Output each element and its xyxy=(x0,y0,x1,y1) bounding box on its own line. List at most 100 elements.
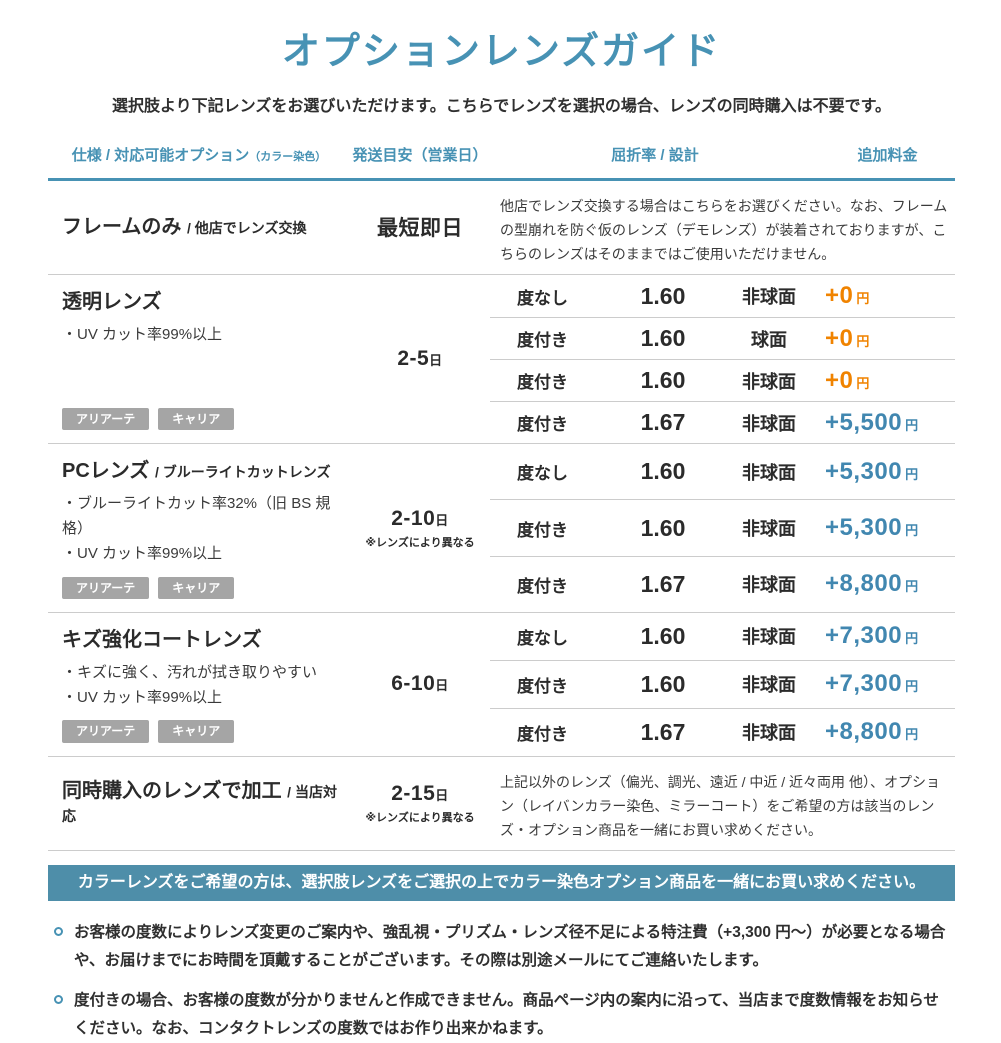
note-bullet-icon xyxy=(54,926,63,936)
shipping-time: 最短即日 xyxy=(377,217,463,241)
lens-variant-row: 度なし 1.60 非球面 +5,300 円 xyxy=(490,444,955,499)
refraction-index: 1.60 xyxy=(640,670,686,697)
lens-feature-list: ・UV カット率99%以上 xyxy=(62,322,344,347)
table-body: フレームのみ / 他店でレンズ交換 最短即日 他店でレンズ交換する場合はこちらをお選… xyxy=(48,181,955,851)
lens-name: PCレンズ / ブルーライトカットレンズ xyxy=(62,460,331,483)
additional-price: +5,300 円 xyxy=(825,514,919,541)
lens-feature-list: ・キズに強く、汚れが拭き取りやすい ・UV カット率99%以上 xyxy=(62,660,344,710)
lens-spec-cell: 透明レンズ・UV カット率99%以上アリアーテ キャリア xyxy=(48,275,350,443)
lens-spec-cell: PCレンズ / ブルーライトカットレンズ・ブルーライトカット率32%（旧 BS … xyxy=(48,444,350,612)
section-description: 他店でレンズ交換する場合はこちらをお選びください。なお、フレームの型崩れを防ぐ仮… xyxy=(500,197,948,262)
price-unit: 円 xyxy=(905,523,919,538)
shipping-note: ※レンズにより異なる xyxy=(365,811,475,824)
lens-badge-list: アリアーテ キャリア xyxy=(62,398,344,431)
power-type: 度付き xyxy=(517,415,568,435)
additional-price: +0 円 xyxy=(825,324,870,352)
lens-design: 非球面 xyxy=(742,627,796,648)
shipping-time: 2-5日 xyxy=(397,347,443,371)
note-bullet-icon xyxy=(54,994,63,1004)
column-header-spec-label: 仕様 / 対応可能オプション xyxy=(71,146,250,164)
shipping-cell: 2-5日 xyxy=(350,275,490,443)
additional-price: +0 円 xyxy=(825,282,870,310)
refraction-index: 1.67 xyxy=(640,718,686,745)
shipping-cell: 2-10日 ※レンズにより異なる xyxy=(350,444,490,612)
power-type: 度付き xyxy=(517,724,568,744)
table-section-row: 同時購入のレンズで加工 / 当店対応 2-15日 ※レンズにより異なる 上記以外のレン… xyxy=(48,757,955,851)
notes-list: お客様の度数によりレンズ変更のご案内や、強乱視・プリズム・レンズ径不足による特注… xyxy=(48,919,955,1043)
note-text: 度付きの場合、お客様の度数が分かりませんと作成できません。商品ページ内の案内に沿… xyxy=(74,991,939,1037)
page-subtitle: 選択肢より下記レンズをお選びいただけます。こちらでレンズを選択の場合、レンズの同… xyxy=(111,97,892,115)
column-header-refraction: 屈折率 / 設計 xyxy=(611,146,699,164)
shipping-cell: 2-15日 ※レンズにより異なる xyxy=(350,757,490,850)
lens-variant-rows: 度なし 1.60 非球面 +0 円度付き 1.60 球面 +0 円度付き 1.60 非球面 +0 円度付… xyxy=(490,275,955,443)
lens-name-suffix: / 他店でレンズ交換 xyxy=(186,220,307,237)
shipping-time: 2-10日 xyxy=(391,506,449,530)
additional-price: +8,800 円 xyxy=(825,570,919,598)
additional-price: +0 円 xyxy=(825,366,870,394)
refraction-index: 1.60 xyxy=(640,514,686,541)
additional-price: +8,800 円 xyxy=(825,718,919,746)
power-type: 度付き xyxy=(517,576,568,596)
column-header-price: 追加料金 xyxy=(857,146,918,164)
lens-color-badge: キャリア xyxy=(158,720,235,743)
lens-name: フレームのみ / 他店でレンズ交換 xyxy=(62,216,307,239)
lens-design: 非球面 xyxy=(742,675,796,696)
power-type: 度付き xyxy=(517,676,568,696)
note-text: お客様の度数によりレンズ変更のご案内や、強乱視・プリズム・レンズ径不足による特注… xyxy=(74,923,946,969)
lens-name-suffix: / ブルーライトカットレンズ xyxy=(154,464,331,481)
lens-name: 同時購入のレンズで加工 / 当店対応 xyxy=(62,780,337,825)
color-lens-banner: カラーレンズをご希望の方は、選択肢レンズをご選択の上でカラー染色オプション商品を… xyxy=(48,864,955,901)
table-section-row: フレームのみ / 他店でレンズ交換 最短即日 他店でレンズ交換する場合はこちらをお選… xyxy=(48,181,955,276)
lens-color-badge: アリアーテ xyxy=(62,720,150,743)
price-unit: 円 xyxy=(856,333,870,349)
refraction-index: 1.60 xyxy=(640,325,686,352)
refraction-index: 1.60 xyxy=(640,282,686,309)
price-unit: 円 xyxy=(905,631,919,647)
lens-design: 非球面 xyxy=(742,519,796,539)
lens-variant-row: 度なし 1.60 非球面 +7,300 円 xyxy=(490,613,955,660)
lens-name-suffix: / 当店対応 xyxy=(62,784,337,825)
lens-design: 非球面 xyxy=(742,371,796,392)
lens-feature-list: ・ブルーライトカット率32%（旧 BS 規格） ・UV カット率99%以上 xyxy=(62,491,344,567)
lens-spec-cell: 同時購入のレンズで加工 / 当店対応 xyxy=(48,757,350,850)
lens-design: 球面 xyxy=(751,329,787,350)
lens-name: キズ強化コートレンズ xyxy=(62,628,262,651)
refraction-index: 1.67 xyxy=(640,570,686,597)
additional-price: +5,500 円 xyxy=(825,408,919,436)
lens-design: 非球面 xyxy=(742,723,796,744)
lens-feature: ・ブルーライトカット率32%（旧 BS 規格） xyxy=(62,495,331,538)
shipping-unit: 日 xyxy=(435,787,449,803)
power-type: 度なし xyxy=(517,464,568,484)
refraction-index: 1.60 xyxy=(640,458,686,485)
price-unit: 円 xyxy=(905,466,919,482)
column-header-spec-sub: （カラー染色） xyxy=(249,150,327,163)
shipping-unit: 日 xyxy=(435,512,449,528)
lens-variant-row: 度なし 1.60 非球面 +0 円 xyxy=(490,275,955,317)
lens-variant-row: 度付き 1.60 非球面 +0 円 xyxy=(490,359,955,401)
shipping-cell: 最短即日 xyxy=(350,181,490,274)
power-type: 度付き xyxy=(517,373,568,393)
lens-badge-list: アリアーテ キャリア xyxy=(62,567,344,599)
lens-variant-row: 度付き 1.67 非球面 +8,800 円 xyxy=(490,555,955,612)
additional-price: +5,300 円 xyxy=(825,457,919,485)
shipping-note: ※レンズにより異なる xyxy=(365,536,475,549)
lens-spec-cell: キズ強化コートレンズ・キズに強く、汚れが拭き取りやすい ・UV カット率99%以上… xyxy=(48,613,350,756)
lens-feature: ・UV カット率99%以上 xyxy=(62,689,223,707)
additional-price: +7,300 円 xyxy=(825,622,919,650)
lens-variant-row: 度付き 1.67 非球面 +5,500 円 xyxy=(490,401,955,443)
price-unit: 円 xyxy=(905,679,919,695)
lens-feature: ・UV カット率99%以上 xyxy=(62,545,223,563)
price-unit: 円 xyxy=(905,417,919,433)
additional-price: +7,300 円 xyxy=(825,670,919,698)
lens-feature: ・UV カット率99%以上 xyxy=(62,326,223,344)
refraction-index: 1.60 xyxy=(640,622,686,649)
lens-name: 透明レンズ xyxy=(62,291,162,314)
section-description: 上記以外のレンズ（偏光、調光、遠近 / 中近 / 近々両用 他）、オプション（レ… xyxy=(500,773,940,838)
lens-color-badge: キャリア xyxy=(158,407,235,431)
lens-variant-rows: 度なし 1.60 非球面 +5,300 円度付き 1.60 非球面 +5,300 円度付き 1.6… xyxy=(490,444,955,612)
price-unit: 円 xyxy=(905,579,919,595)
table-section-row: 透明レンズ・UV カット率99%以上アリアーテ キャリア 2-5日 度なし 1.60 非球… xyxy=(48,275,955,445)
power-type: 度なし xyxy=(517,288,568,308)
column-header-shipping: 発送目安（営業日） xyxy=(352,146,488,164)
